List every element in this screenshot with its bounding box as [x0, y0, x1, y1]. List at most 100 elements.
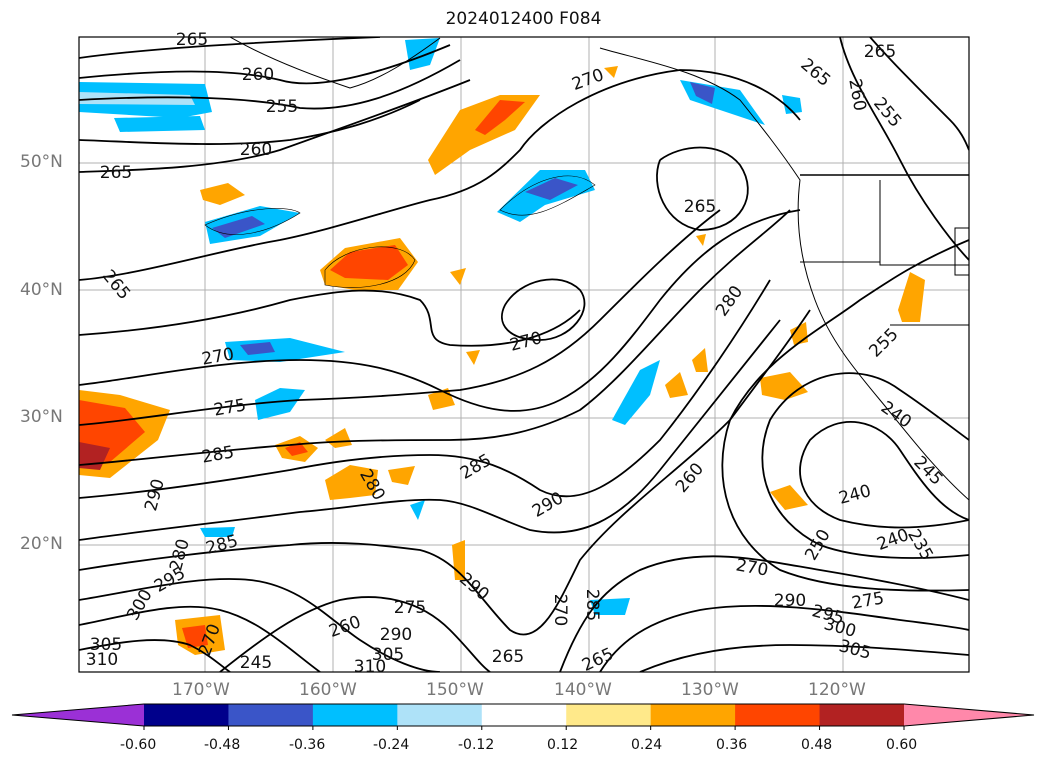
blob-pos [466, 350, 480, 365]
contour-label: 280 [712, 282, 747, 320]
lat-label: 30°N [20, 407, 63, 427]
colorbar-tick-label: 0.60 [886, 737, 918, 753]
colorbar-extend-high [904, 704, 1034, 726]
contour-label: 260 [844, 77, 869, 112]
blob-pos [760, 372, 808, 400]
contour-label: 265 [579, 644, 617, 676]
lon-label: 150°W [426, 680, 484, 700]
contour-label: 275 [394, 598, 426, 618]
coastlines [229, 37, 969, 501]
contour-label: 275 [212, 395, 247, 420]
contour-label: 275 [850, 588, 885, 613]
contour-label: 290 [529, 488, 567, 522]
colorbar-tick-label: -0.12 [458, 737, 495, 753]
map-title: 2024012400 F084 [445, 9, 602, 29]
negative-anomalies [79, 38, 802, 615]
contour-label: 260 [240, 140, 272, 160]
lon-label: 160°W [299, 680, 357, 700]
blob-neg [590, 598, 630, 615]
contour-label: 255 [869, 94, 905, 132]
contour-label: 265 [98, 266, 134, 304]
lat-label: 20°N [20, 534, 63, 554]
contour-label: 265 [684, 197, 716, 217]
contour-label: 285 [457, 450, 495, 484]
blob-pos [692, 348, 708, 372]
contour-label: 305 [372, 645, 404, 665]
contour-label: 290 [774, 591, 806, 611]
contour-label: 245 [909, 452, 946, 489]
blob-pos [665, 372, 688, 398]
colorbar-tick-label: -0.36 [289, 737, 326, 753]
lon-label: 130°W [681, 680, 739, 700]
contour-label: 260 [326, 612, 363, 642]
contour-label: 300 [822, 614, 859, 642]
blob-pos [428, 95, 540, 175]
contour-label: 270 [734, 555, 769, 580]
contour-label: 290 [380, 625, 412, 645]
blob-neg [690, 82, 715, 104]
contour-label: 265 [796, 55, 834, 91]
contour-label: 305 [837, 636, 874, 664]
contour-label: 270 [200, 344, 235, 369]
blob-neg [225, 338, 345, 362]
contour-label: 265 [864, 42, 896, 62]
blob-neg [240, 342, 275, 355]
blob-neg [612, 360, 660, 425]
blob-neg [405, 38, 440, 70]
contour-label: 285 [200, 442, 235, 467]
contour-label: 270 [550, 594, 570, 626]
blob-pos [450, 268, 466, 285]
contour-label: 290 [141, 477, 169, 514]
colorbar-tick-label: -0.48 [204, 737, 241, 753]
contour-label: 310 [354, 657, 386, 677]
blob-neg [212, 216, 265, 238]
colorbar [11, 703, 1035, 730]
blob-neg [410, 500, 425, 520]
lon-label: 120°W [808, 680, 866, 700]
contour-label: 245 [240, 653, 272, 673]
blob-neg [782, 95, 802, 114]
blob-pos [696, 234, 706, 246]
blob-pos [325, 428, 352, 448]
blob-pos [325, 465, 378, 500]
contour-label: 265 [176, 30, 208, 50]
blob-neg [525, 178, 578, 200]
blob-pos [770, 485, 808, 510]
contour-label: 240 [837, 481, 874, 509]
positive-anomalies [79, 66, 925, 655]
colorbar-extend-low [12, 704, 144, 726]
contour-lines [79, 37, 969, 672]
lon-label: 170°W [172, 680, 230, 700]
colorbar-segment [735, 704, 821, 726]
colorbar-segment [397, 704, 483, 726]
contour-label: 265 [492, 647, 524, 667]
blob-pos [604, 66, 618, 78]
blob-neg [255, 388, 305, 420]
contour-label: 285 [582, 589, 602, 621]
blob-pos [285, 442, 308, 456]
contour-label: 310 [86, 650, 118, 670]
blob-pos [200, 183, 245, 205]
blob-pos [182, 625, 208, 648]
colorbar-tick-label: 0.12 [547, 737, 579, 753]
lat-label: 50°N [20, 152, 63, 172]
blob-neg [114, 116, 205, 132]
contour-label: 255 [266, 97, 298, 117]
colorbar-segment [481, 704, 567, 726]
colorbar-segment [819, 704, 905, 726]
blob-pos [475, 100, 525, 135]
contour-label: 305 [90, 635, 122, 655]
colorbar-segment [650, 704, 736, 726]
blob-pos [330, 245, 408, 280]
anomaly-outlines [204, 175, 596, 288]
colorbar-tick-label: 0.36 [716, 737, 748, 753]
colorbar-segment [566, 704, 652, 726]
blob-pos [388, 466, 415, 485]
contour-label: 265 [100, 163, 132, 183]
colorbar-tick-label: 0.24 [631, 737, 663, 753]
contour-label: 260 [242, 65, 274, 85]
map-frame [78, 36, 970, 673]
blob-pos [898, 272, 925, 322]
blob-neg [200, 527, 235, 537]
